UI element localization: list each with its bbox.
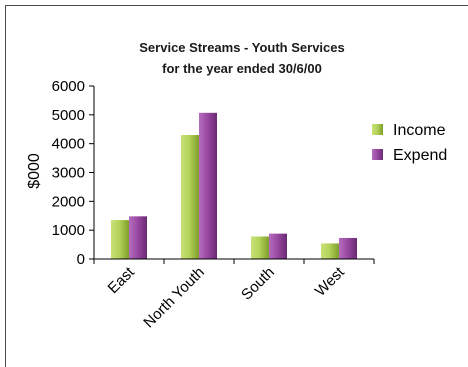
y-tick-label: 0 <box>77 251 85 268</box>
y-axis-ticks: 0 1000 2000 3000 4000 5000 6000 <box>52 78 94 268</box>
chart-frame <box>5 5 468 367</box>
bar-expend-south <box>269 233 287 259</box>
bar-income-south <box>251 236 269 259</box>
bars-group <box>93 112 375 264</box>
y-tick-label: 4000 <box>52 136 85 153</box>
chart-title: Service Streams - Youth Services <box>139 40 344 55</box>
y-tick-label: 1000 <box>52 222 85 239</box>
x-tick-label: North Youth <box>140 264 207 331</box>
y-tick-label: 3000 <box>52 165 85 182</box>
chart-subtitle: for the year ended 30/6/00 <box>162 61 322 76</box>
bar-income-west <box>321 243 339 259</box>
bar-income-east <box>111 220 129 259</box>
legend-swatch-expend <box>372 149 383 160</box>
legend-label-income: Income <box>393 122 446 139</box>
x-tick-label: South <box>238 264 278 304</box>
y-tick-label: 2000 <box>52 193 85 210</box>
legend-label-expend: Expend <box>393 147 447 164</box>
y-axis-label: $000 <box>26 153 43 189</box>
bar-expend-west <box>339 237 357 259</box>
bar-expend-north-youth <box>199 112 217 259</box>
legend: Income Expend <box>372 122 447 164</box>
bar-income-north-youth <box>181 135 199 259</box>
y-tick-label: 6000 <box>52 78 85 95</box>
x-tick-label: East <box>105 263 139 297</box>
legend-swatch-income <box>372 124 383 135</box>
bar-expend-east <box>129 216 147 259</box>
x-tick-label: West <box>312 263 349 300</box>
y-tick-label: 5000 <box>52 107 85 124</box>
x-axis-labels: East North Youth South West <box>105 263 349 331</box>
